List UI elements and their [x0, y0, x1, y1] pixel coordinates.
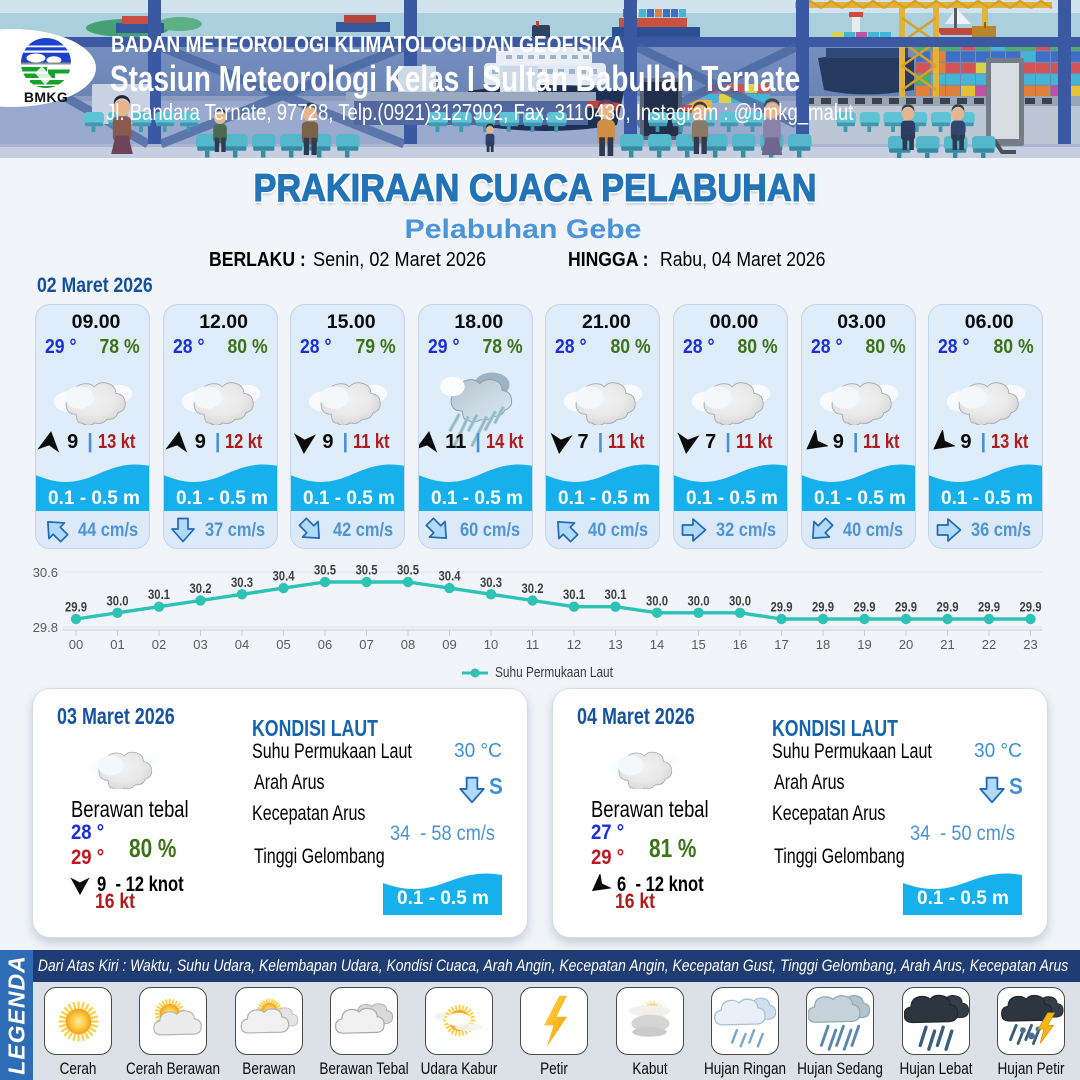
svg-text:30.1: 30.1 [563, 587, 585, 602]
svg-text:30.0: 30.0 [688, 593, 710, 608]
svg-text:10: 10 [484, 637, 498, 652]
svg-text:30.6: 30.6 [33, 565, 58, 580]
svg-text:0.1 - 0.5 m: 0.1 - 0.5 m [917, 888, 1009, 909]
svg-text:02: 02 [152, 637, 166, 652]
svg-text:30.0: 30.0 [646, 593, 668, 608]
svg-text:21: 21 [940, 637, 954, 652]
svg-text:29.9: 29.9 [812, 600, 834, 615]
svg-text:05: 05 [276, 637, 290, 652]
svg-text:30.4: 30.4 [273, 569, 295, 584]
svg-text:0.1 - 0.5 m: 0.1 - 0.5 m [558, 488, 650, 509]
svg-text:0.1 - 0.5 m: 0.1 - 0.5 m [176, 488, 268, 509]
svg-text:29.9: 29.9 [978, 600, 1000, 615]
svg-text:01: 01 [110, 637, 124, 652]
svg-text:0.1 - 0.5 m: 0.1 - 0.5 m [431, 488, 523, 509]
svg-text:30.2: 30.2 [522, 581, 544, 596]
svg-text:13: 13 [608, 637, 622, 652]
svg-text:30.1: 30.1 [605, 587, 627, 602]
svg-text:15: 15 [691, 637, 705, 652]
svg-text:30.4: 30.4 [439, 569, 461, 584]
svg-text:00: 00 [69, 637, 83, 652]
svg-text:07: 07 [359, 637, 373, 652]
svg-text:17: 17 [774, 637, 788, 652]
svg-text:30.1: 30.1 [148, 587, 170, 602]
svg-text:29.9: 29.9 [895, 600, 917, 615]
svg-text:30.5: 30.5 [356, 563, 378, 578]
svg-text:0.1 - 0.5 m: 0.1 - 0.5 m [397, 888, 489, 909]
svg-text:20: 20 [899, 637, 913, 652]
svg-text:03: 03 [193, 637, 207, 652]
svg-text:19: 19 [857, 637, 871, 652]
svg-text:30.2: 30.2 [190, 581, 212, 596]
svg-text:06: 06 [318, 637, 332, 652]
svg-text:09: 09 [442, 637, 456, 652]
svg-text:29.9: 29.9 [854, 600, 876, 615]
svg-text:11: 11 [526, 637, 540, 652]
svg-text:0.1 - 0.5 m: 0.1 - 0.5 m [941, 488, 1033, 509]
svg-text:14: 14 [650, 637, 664, 652]
svg-text:08: 08 [401, 637, 415, 652]
svg-text:29.9: 29.9 [771, 600, 793, 615]
svg-text:30.0: 30.0 [107, 593, 129, 608]
svg-text:04: 04 [235, 637, 249, 652]
svg-text:22: 22 [982, 637, 996, 652]
svg-text:29.8: 29.8 [33, 620, 58, 635]
svg-text:29.9: 29.9 [1020, 600, 1042, 615]
svg-text:30.5: 30.5 [314, 563, 336, 578]
svg-text:0.1 - 0.5 m: 0.1 - 0.5 m [814, 488, 906, 509]
svg-text:30.3: 30.3 [231, 575, 253, 590]
svg-text:29.9: 29.9 [65, 600, 87, 615]
svg-text:30.5: 30.5 [397, 563, 419, 578]
svg-text:12: 12 [567, 637, 581, 652]
svg-text:0.1 - 0.5 m: 0.1 - 0.5 m [686, 488, 778, 509]
svg-text:30.3: 30.3 [480, 575, 502, 590]
svg-text:18: 18 [816, 637, 830, 652]
svg-text:16: 16 [733, 637, 747, 652]
svg-text:29.9: 29.9 [937, 600, 959, 615]
svg-text:BMKG: BMKG [24, 89, 68, 105]
svg-text:30.0: 30.0 [729, 593, 751, 608]
svg-text:0.1 - 0.5 m: 0.1 - 0.5 m [303, 488, 395, 509]
svg-text:0.1 - 0.5 m: 0.1 - 0.5 m [48, 488, 140, 509]
svg-text:23: 23 [1023, 637, 1037, 652]
